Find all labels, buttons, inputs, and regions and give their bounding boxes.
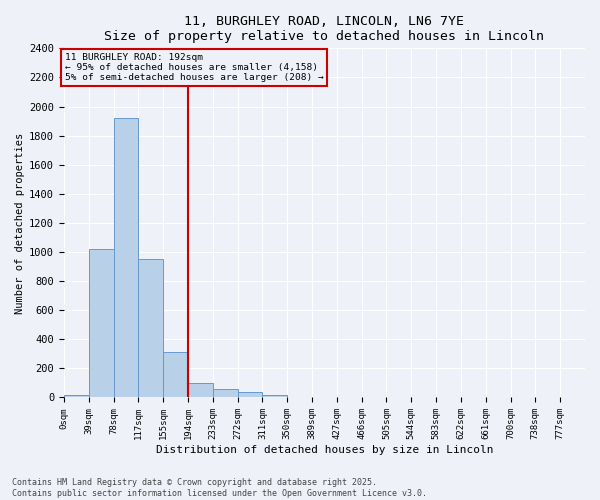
Bar (163, 352, 188, 398)
Title: 11, BURGHLEY ROAD, LINCOLN, LN6 7YE
Size of property relative to detached houses: 11, BURGHLEY ROAD, LINCOLN, LN6 7YE Size… (104, 15, 544, 43)
Text: Contains HM Land Registry data © Crown copyright and database right 2025.
Contai: Contains HM Land Registry data © Crown c… (12, 478, 427, 498)
Bar (139, 260, 163, 398)
Bar (262, 394, 287, 398)
Bar (188, 383, 213, 398)
Y-axis label: Number of detached properties: Number of detached properties (15, 132, 25, 314)
X-axis label: Distribution of detached houses by size in Lincoln: Distribution of detached houses by size … (155, 445, 493, 455)
Bar (89, 249, 113, 398)
Bar (213, 388, 238, 398)
Text: 11 BURGHLEY ROAD: 192sqm
← 95% of detached houses are smaller (4,158)
5% of semi: 11 BURGHLEY ROAD: 192sqm ← 95% of detach… (65, 52, 323, 82)
Bar (287, 396, 312, 398)
Bar (238, 392, 262, 398)
Bar (64, 394, 89, 398)
Bar (113, 118, 139, 398)
